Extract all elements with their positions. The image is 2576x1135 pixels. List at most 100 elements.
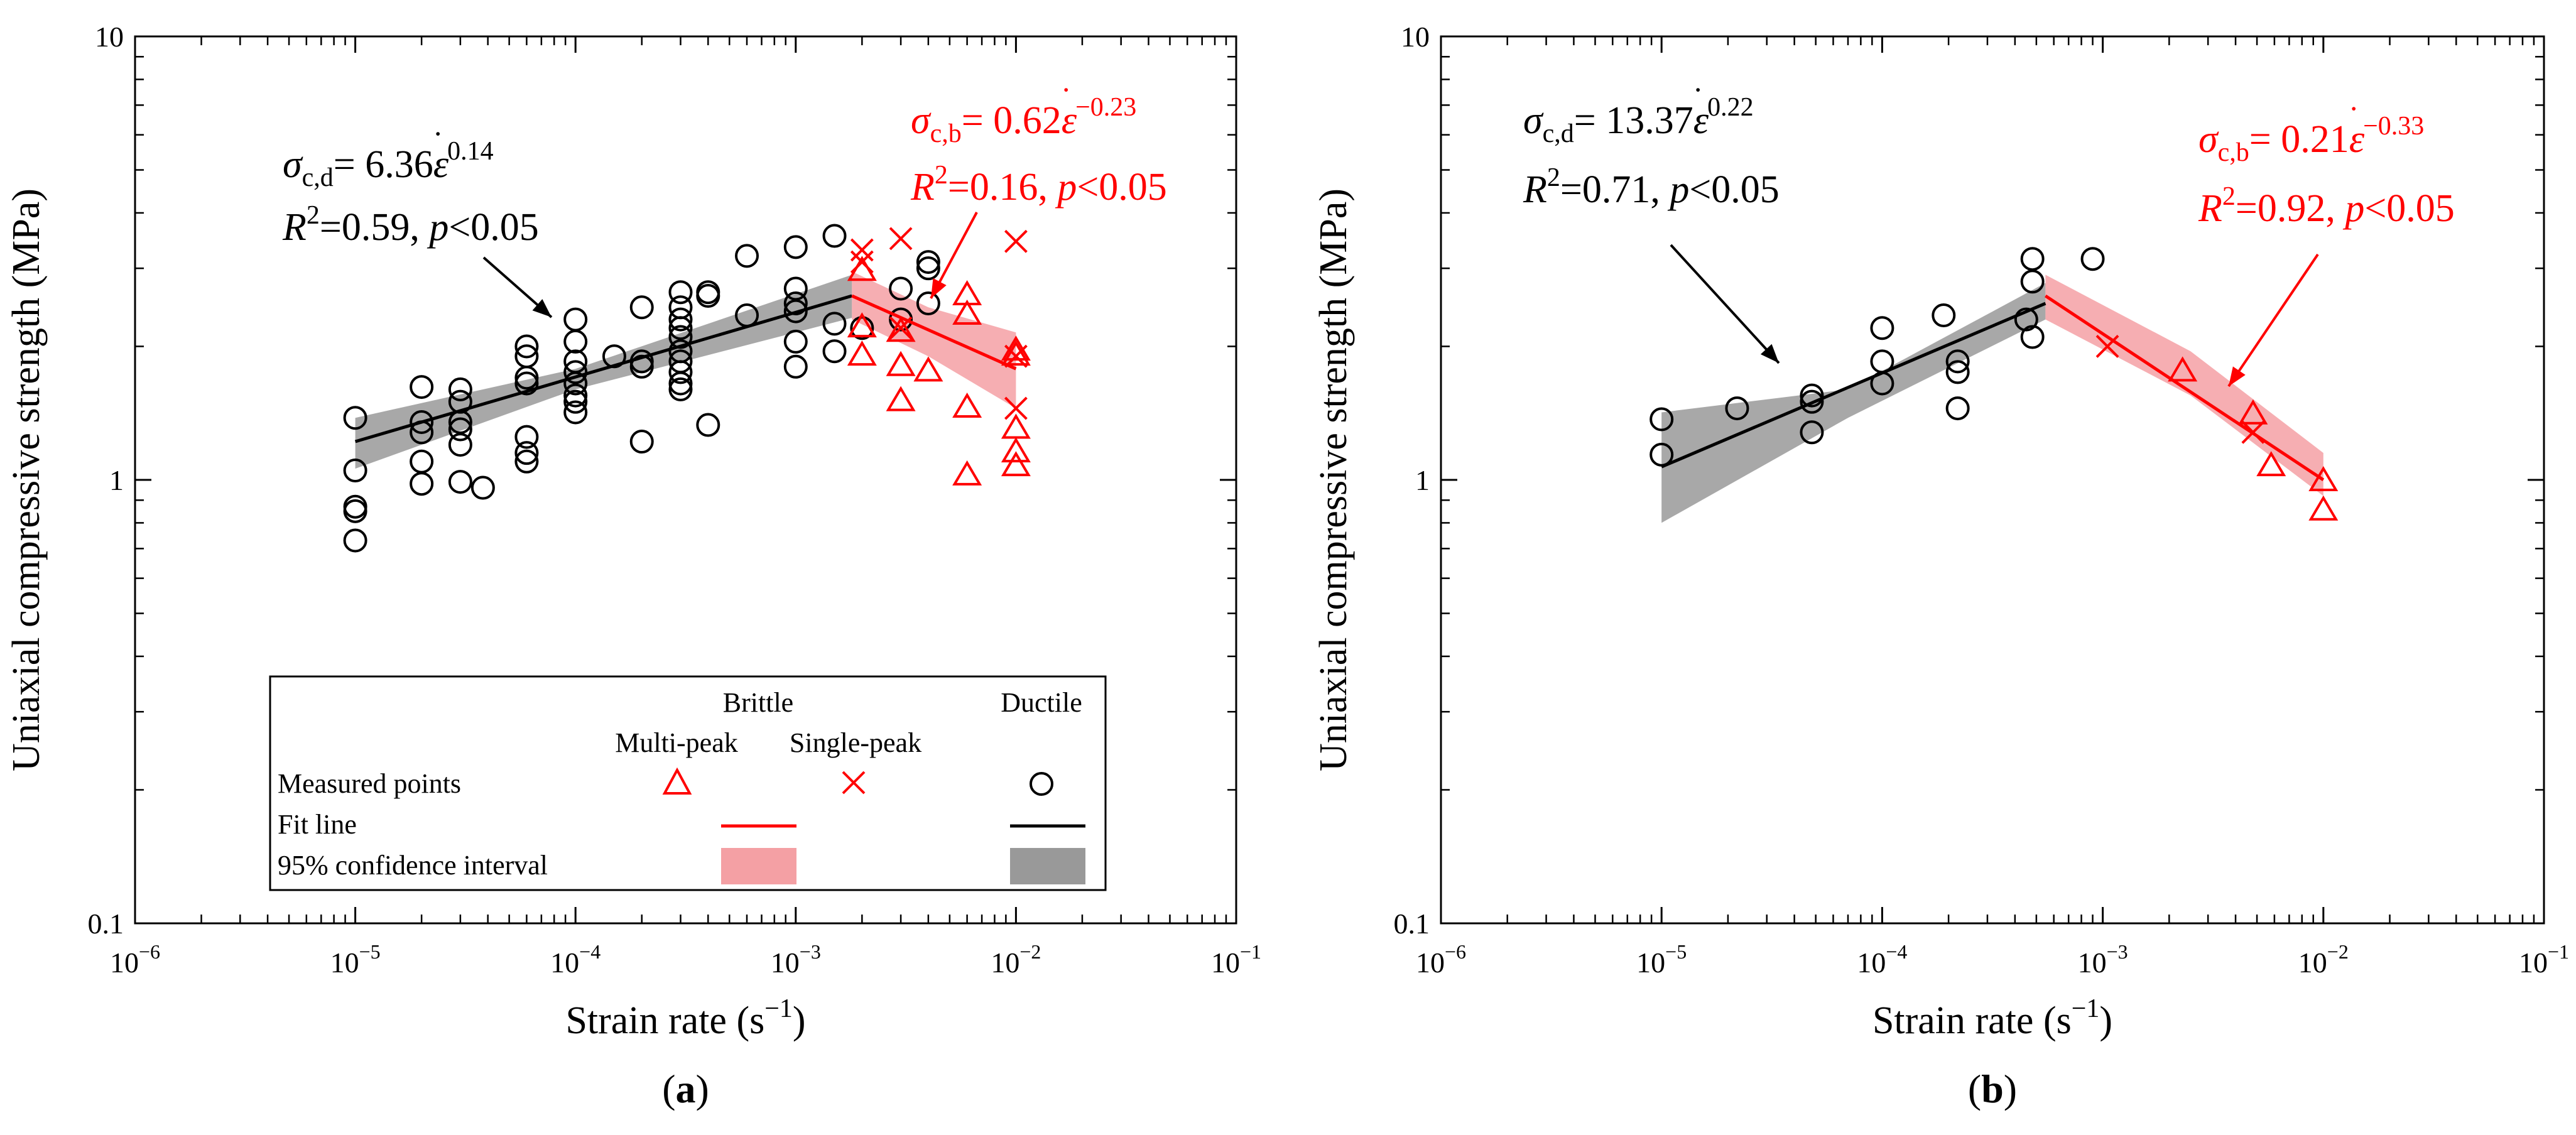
sigma-subscript: c,d [302, 163, 334, 192]
ductile-eq: σc,d= 6.36ε˙ 0.14 R2=0.59, p<0.05 [282, 124, 539, 249]
ductile-point [448, 377, 472, 401]
ductile-point [2080, 247, 2105, 271]
x-tick-label: 10−2 [2298, 940, 2349, 979]
panel-label-paren: ) [2004, 1067, 2017, 1111]
x-axis-label-exponent: −1 [2072, 994, 2100, 1023]
brittle-multi-peak-point [1001, 340, 1031, 366]
legend: Brittle Ductile Multi-peak Single-peak Measu… [269, 675, 1107, 891]
p-symbol: p [1667, 168, 1689, 211]
ductile-point [668, 307, 693, 332]
x-tick-label: 10−4 [550, 940, 601, 979]
equation-exponent: −0.23 [1075, 93, 1136, 122]
brittle-multi-peak-point [2238, 399, 2268, 425]
y-axis-label: Uniaxial compressive strength (MPa) [5, 188, 48, 771]
epsilon-symbol: ε [2349, 118, 2365, 161]
ductile-point [563, 383, 588, 408]
arrow-shaft [1670, 244, 1780, 364]
ductile-point [1945, 396, 1970, 421]
x-tick-exponent: −5 [359, 940, 381, 963]
brittle-multi-peak-point [1001, 451, 1031, 477]
legend-ductile-band-icon [1010, 848, 1085, 884]
brittle-confidence-band [2045, 274, 2323, 496]
legend-circle-icon [1030, 772, 1053, 796]
p-symbol: p [2342, 187, 2364, 230]
brittle-single-peak-point [1004, 344, 1028, 368]
x-axis-label: Strain rate (s−1) [565, 994, 805, 1042]
ductile-point [696, 413, 720, 437]
ductile-point [668, 280, 693, 305]
x-axis-label-text: Strain rate (s [565, 999, 764, 1042]
ductile-point [916, 291, 940, 316]
fit-equation: σc,d= 13.37ε˙ 0.22 [1523, 80, 1754, 148]
x-tick-base: 10 [2298, 947, 2327, 979]
ductile-point [410, 375, 434, 399]
brittle-multi-peak-point [847, 312, 877, 338]
x-tick-base: 10 [2078, 947, 2107, 979]
panel-label: (a) [662, 1067, 709, 1111]
x-tick-label: 10−5 [330, 940, 381, 979]
ductile-point [668, 316, 693, 340]
panel-label-paren: ( [1968, 1067, 1981, 1111]
ductile-point [2020, 247, 2045, 271]
ductile-point [889, 276, 913, 301]
r2-value: =0.16, [948, 166, 1057, 209]
legend-box [269, 675, 1107, 891]
p-symbol: p [1055, 166, 1077, 209]
ductile-point [1725, 396, 1749, 421]
brittle-multi-peak-point [886, 350, 916, 376]
ductile-point [629, 295, 654, 320]
x-tick-base: 10 [550, 947, 579, 979]
fit-equation: σc,b= 0.21ε˙ −0.33 [2198, 99, 2424, 167]
legend-group-brittle: Brittle [723, 687, 793, 718]
p-value: <0.05 [448, 206, 538, 249]
ductile-point [410, 449, 434, 474]
sigma-subscript: c,b [930, 119, 962, 148]
legend-row-measured-points: Measured points [278, 768, 461, 799]
ductile-fit-line [354, 294, 853, 443]
x-axis-label-close: ) [793, 999, 806, 1042]
x-tick-label: 10−3 [2078, 940, 2128, 979]
ductile-point [343, 528, 367, 553]
ductile-point [410, 472, 434, 496]
x-tick-label: 10−3 [771, 940, 821, 979]
ductile-point [514, 334, 539, 359]
x-axis-label-text: Strain rate (s [1872, 999, 2072, 1042]
ductile-point [1800, 383, 1824, 408]
r2-symbol: R [282, 206, 307, 249]
r2-superscript: 2 [1547, 163, 1560, 192]
r2-symbol: R [1523, 168, 1547, 211]
ductile-point [563, 389, 588, 414]
epsilon-dot: ˙ [432, 124, 443, 162]
ductile-point [668, 371, 693, 396]
ductile-point [1945, 349, 1970, 374]
legend-col-single-peak: Single-peak [790, 727, 921, 758]
x-tick-base: 10 [1211, 947, 1240, 979]
ductile-point [343, 459, 367, 483]
ductile-point [470, 475, 495, 500]
r2-value: =0.92, [2236, 187, 2345, 230]
ductile-point [2020, 325, 2045, 349]
brittle-multi-peak-point [913, 356, 943, 382]
ductile-point [668, 377, 693, 401]
epsilon-dot: ˙ [1692, 80, 1704, 118]
x-axis-label-exponent: −1 [764, 994, 793, 1023]
epsilon-dot: ˙ [2348, 99, 2359, 137]
y-tick-label: 10 [1401, 21, 1430, 53]
ductile-point [514, 441, 539, 465]
x-tick-base: 10 [2519, 947, 2548, 979]
panel-label-paren: ( [662, 1067, 675, 1111]
equation-coefficient: = 0.21 [2249, 118, 2349, 161]
x-tick-label: 10−4 [1857, 940, 1907, 979]
x-axis-label: Strain rate (s−1) [1872, 994, 2112, 1042]
arrow-shaft [2227, 253, 2319, 388]
fit-equation: σc,b= 0.62ε˙ −0.23 [911, 80, 1136, 148]
legend-group-ductile: Ductile [1001, 687, 1082, 718]
ductile-point [563, 400, 588, 425]
fit-statistics: R2=0.92, p<0.05 [2198, 182, 2455, 230]
ductile-point [563, 329, 588, 354]
ductile-point [1945, 360, 1970, 384]
x-axis-label-close: ) [2099, 999, 2112, 1042]
ductile-point [563, 360, 588, 384]
legend-col-multi-peak: Multi-peak [615, 727, 738, 758]
